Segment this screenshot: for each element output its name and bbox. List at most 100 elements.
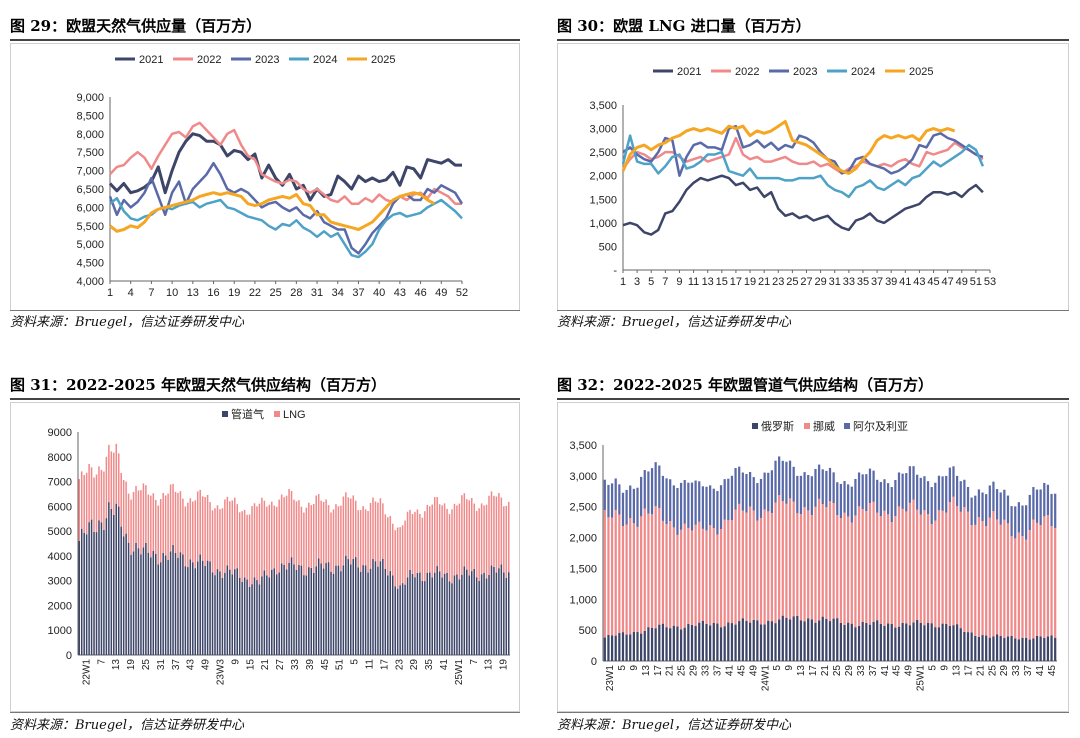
bar-week [778,456,781,661]
bar-俄罗斯 [807,618,810,661]
bar-LNG [406,511,409,578]
legend-label: 2024 [851,66,875,78]
bar-week [261,497,263,655]
bar-挪威 [799,514,803,621]
bar-俄罗斯 [814,622,817,661]
bar-week [280,494,283,655]
legend-swatch [274,411,280,417]
bar-管道气 [389,571,392,655]
bar-week [463,493,466,655]
bar-俄罗斯 [654,628,657,661]
bar-俄罗斯 [937,627,941,661]
bar-阿尔及利亚 [767,472,770,512]
bar-管道气 [436,566,438,655]
bar-week [727,478,730,661]
x-tick-label: 41 [724,665,735,677]
chart-32: 0 500 1,000 1,500 2,000 2,500 3,000 3,500 俄罗斯 挪威 阿… [557,402,1069,712]
bar-管道气 [174,552,177,655]
bar-管道气 [394,586,396,655]
bar-挪威 [923,510,926,626]
bar-阿尔及利亚 [992,481,995,512]
bar-week [337,506,340,655]
bar-week [347,497,350,655]
bar-week [152,493,155,655]
bar-俄罗斯 [876,620,879,661]
bar-week [923,476,926,661]
bar-week [95,474,98,655]
bar-俄罗斯 [781,615,784,661]
bar-管道气 [505,578,508,655]
bar-管道气 [396,588,399,655]
bar-week [948,467,951,661]
chart-title: 图 31：2022-2025 年欧盟天然气供应结构（百万方） [10,376,387,394]
bar-LNG [389,515,392,572]
bar-阿尔及利亚 [894,480,897,517]
bar-阿尔及利亚 [690,482,694,531]
bar-week [320,500,322,655]
bar-管道气 [508,572,510,655]
bar-阿尔及利亚 [640,476,643,517]
legend-label: 俄罗斯 [761,420,794,433]
y-tick-label: 7,500 [76,147,104,159]
x-tick-label: 39 [885,276,897,288]
bar-管道气 [429,572,431,655]
bar-阿尔及利亚 [1006,495,1010,524]
bar-week [382,503,384,655]
bar-week [401,525,404,655]
bar-week [847,484,850,661]
legend-label: 管道气 [231,407,264,421]
bar-挪威 [992,511,995,637]
x-tick-label: 17 [730,276,742,288]
bar-管道气 [384,568,387,655]
x-tick-label: 49 [435,287,447,299]
x-tick-label: 16 [207,287,219,299]
bar-week [132,491,135,655]
bar-LNG [184,506,187,567]
x-tick-label: 23 [394,659,405,671]
bar-LNG [470,497,473,572]
bar-俄罗斯 [868,624,872,661]
bar-管道气 [493,566,495,655]
bar-挪威 [919,514,922,623]
bar-LNG [95,474,98,533]
y-tick-label: 1,500 [589,194,617,206]
bar-俄罗斯 [930,623,933,661]
bar-week [767,472,770,661]
bar-挪威 [966,511,970,633]
bar-阿尔及利亚 [1014,506,1017,539]
bar-管道气 [498,568,500,655]
bar-week [199,489,201,655]
x-tick-label: 15 [716,276,728,288]
bar-week [1035,489,1039,661]
y-tick-label: 7,000 [76,166,104,178]
x-tick-label: 9 [629,665,640,671]
bar-管道气 [503,572,505,655]
bar-挪威 [945,512,948,624]
bar-week [157,505,159,655]
bar-俄罗斯 [926,622,930,661]
x-tick-label: 13 [187,287,199,299]
bar-LNG [500,497,503,565]
panel-30: 图 30：欧盟 LNG 进口量（百万方） - 500 1,000 1,500 2,000… [557,15,1069,335]
bar-阿尔及利亚 [788,460,792,499]
bar-阿尔及利亚 [890,487,893,523]
bar-week [876,479,879,661]
bar-管道气 [219,571,221,655]
bar-week [113,452,115,655]
bar-阿尔及利亚 [643,470,646,509]
bar-俄罗斯 [970,632,973,661]
bar-挪威 [738,503,741,622]
bar-挪威 [698,521,701,623]
bar-week [498,493,500,655]
bar-俄罗斯 [1010,635,1013,661]
bar-挪威 [774,502,777,624]
bar-week [698,481,701,661]
bar-挪威 [985,526,988,636]
bar-管道气 [411,573,414,655]
bar-LNG [337,506,340,566]
bar-管道气 [132,551,135,655]
panel-31: 图 31：2022-2025 年欧盟天然气供应结构（百万方） 0 1000 2000… [10,374,520,734]
bar-俄罗斯 [756,620,759,661]
bar-week [140,490,142,655]
